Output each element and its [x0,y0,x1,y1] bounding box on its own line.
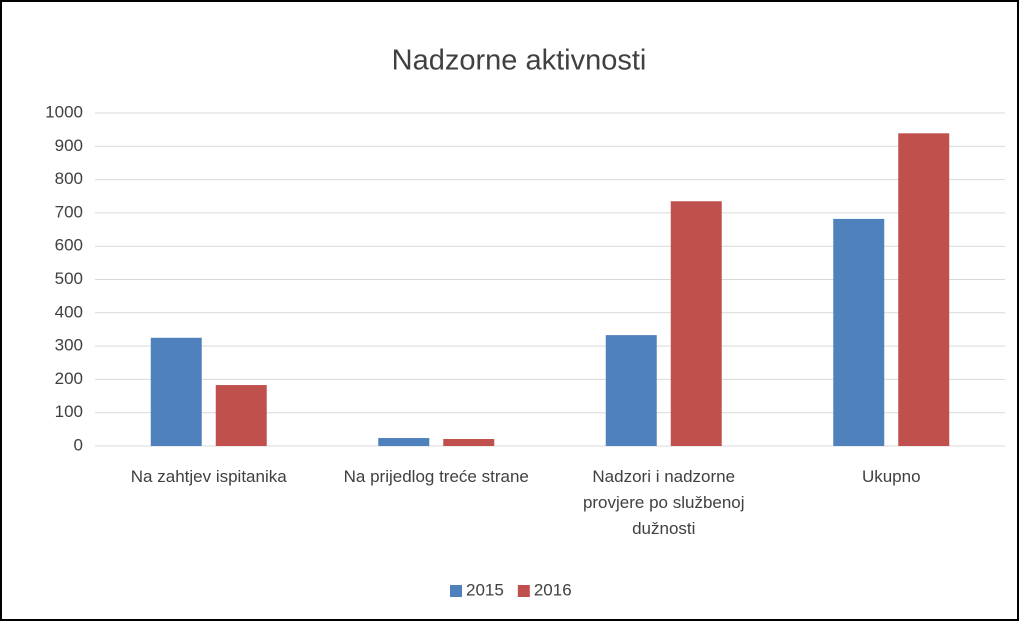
y-tick-label: 600 [55,236,83,255]
bar [833,218,885,446]
legend-label: 2015 [466,580,504,599]
bar [443,439,495,446]
bar [150,337,202,446]
bar [605,335,657,446]
bar [670,201,722,446]
y-tick-label: 1000 [45,102,83,121]
y-tick-label: 0 [74,435,83,454]
y-tick-label: 900 [55,136,83,155]
chart-title: Nadzorne aktivnosti [392,45,647,77]
y-tick-label: 700 [55,202,83,221]
legend-swatch [450,585,462,597]
y-tick-label: 300 [55,336,83,355]
x-tick-label: Nadzori i nadzorne provjere po službenoj… [582,467,745,538]
bar [215,385,267,446]
y-tick-label: 500 [55,269,83,288]
legend-label: 2016 [534,580,572,599]
y-tick-label: 400 [55,302,83,321]
x-tick-label: Ukupno [861,467,921,486]
y-tick-label: 800 [55,169,83,188]
bar [378,438,430,446]
x-tick-label: Na prijedlog treće strane [343,467,529,486]
legend-swatch [517,585,530,597]
x-tick-label: Na zahtjev ispitanika [130,467,287,486]
bar [898,133,950,447]
y-tick-label: 100 [55,402,83,421]
y-tick-label: 200 [55,369,83,388]
